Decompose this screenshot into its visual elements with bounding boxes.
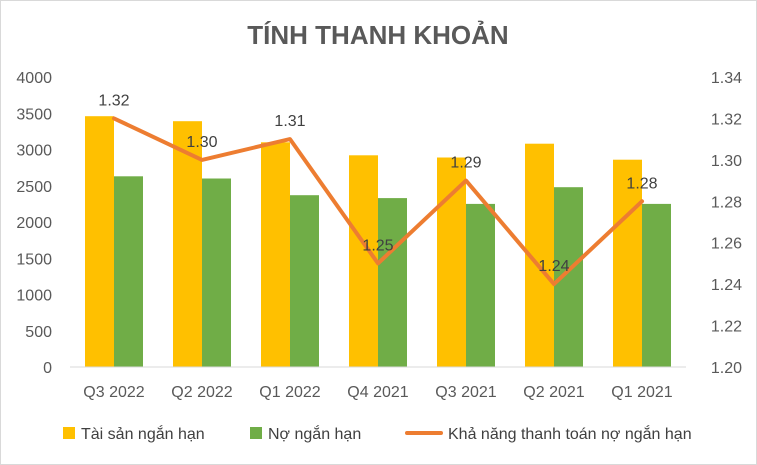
left-tick-label: 500 <box>25 324 52 341</box>
right-axis: 1.20 1.22 1.24 1.26 1.28 1.30 1.32 1.34 <box>711 70 742 377</box>
bar-tai-san-ngan-han <box>349 155 378 367</box>
left-axis: 0 500 1000 1500 2000 2500 3000 3500 4000 <box>16 70 52 377</box>
left-tick-label: 1500 <box>16 251 52 268</box>
left-tick-label: 2500 <box>16 179 52 196</box>
line-data-labels: 1.32 1.30 1.31 1.25 1.29 1.24 1.28 <box>98 92 657 275</box>
left-tick-label: 1000 <box>16 288 52 305</box>
bar-no-ngan-han <box>114 176 143 367</box>
bar-tai-san-ngan-han <box>613 159 642 367</box>
bar-tai-san-ngan-han <box>437 157 466 367</box>
bar-no-ngan-han <box>466 203 495 367</box>
x-tick-label: Q3 2021 <box>435 384 496 401</box>
left-tick-label: 0 <box>43 360 52 377</box>
bar-no-ngan-han <box>202 178 231 367</box>
x-tick-label: Q1 2021 <box>611 384 672 401</box>
right-tick-label: 1.32 <box>711 111 742 128</box>
bar-tai-san-ngan-han <box>85 116 114 367</box>
left-tick-label: 3500 <box>16 106 52 123</box>
right-tick-label: 1.20 <box>711 360 742 377</box>
x-tick-label: Q2 2022 <box>171 384 232 401</box>
bar-tai-san-ngan-han <box>173 121 202 367</box>
legend-label: Tài sản ngắn hạn <box>81 424 205 443</box>
chart-title: TÍNH THANH KHOẢN <box>247 20 508 50</box>
x-axis: Q3 2022 Q2 2022 Q1 2022 Q4 2021 Q3 2021 Q2 20… <box>83 384 672 401</box>
right-tick-label: 1.30 <box>711 153 742 170</box>
x-tick-label: Q3 2022 <box>83 384 144 401</box>
x-tick-label: Q2 2021 <box>523 384 584 401</box>
left-tick-label: 3000 <box>16 143 52 160</box>
legend: Tài sản ngắn hạn Nợ ngắn hạn Khả năng than… <box>63 424 692 443</box>
line-data-label: 1.24 <box>538 258 569 275</box>
bar-no-ngan-han <box>642 203 671 367</box>
line-data-label: 1.30 <box>186 134 217 151</box>
x-tick-label: Q1 2022 <box>259 384 320 401</box>
legend-label: Khả năng thanh toán nợ ngắn hạn <box>448 424 692 443</box>
line-series <box>112 116 644 287</box>
bar-no-ngan-han <box>554 187 583 367</box>
left-tick-label: 2000 <box>16 215 52 232</box>
bar-series <box>85 116 671 368</box>
right-tick-label: 1.24 <box>711 277 742 294</box>
right-tick-label: 1.28 <box>711 194 742 211</box>
x-tick-label: Q4 2021 <box>347 384 408 401</box>
line-data-label: 1.29 <box>450 155 481 172</box>
right-tick-label: 1.22 <box>711 319 742 336</box>
legend-swatch <box>250 427 262 439</box>
line-data-label: 1.31 <box>274 113 305 130</box>
bar-no-ngan-han <box>378 198 407 367</box>
bar-no-ngan-han <box>290 195 319 367</box>
line-data-label: 1.32 <box>98 92 129 109</box>
line-kha-nang-thanh-toan <box>112 116 644 287</box>
legend-swatch <box>63 427 75 439</box>
right-tick-label: 1.26 <box>711 236 742 253</box>
bar-tai-san-ngan-han <box>261 142 290 368</box>
line-data-label: 1.28 <box>626 175 657 192</box>
right-tick-label: 1.34 <box>711 70 742 87</box>
line-data-label: 1.25 <box>362 237 393 254</box>
legend-label: Nợ ngắn hạn <box>268 424 361 443</box>
left-tick-label: 4000 <box>16 70 52 87</box>
